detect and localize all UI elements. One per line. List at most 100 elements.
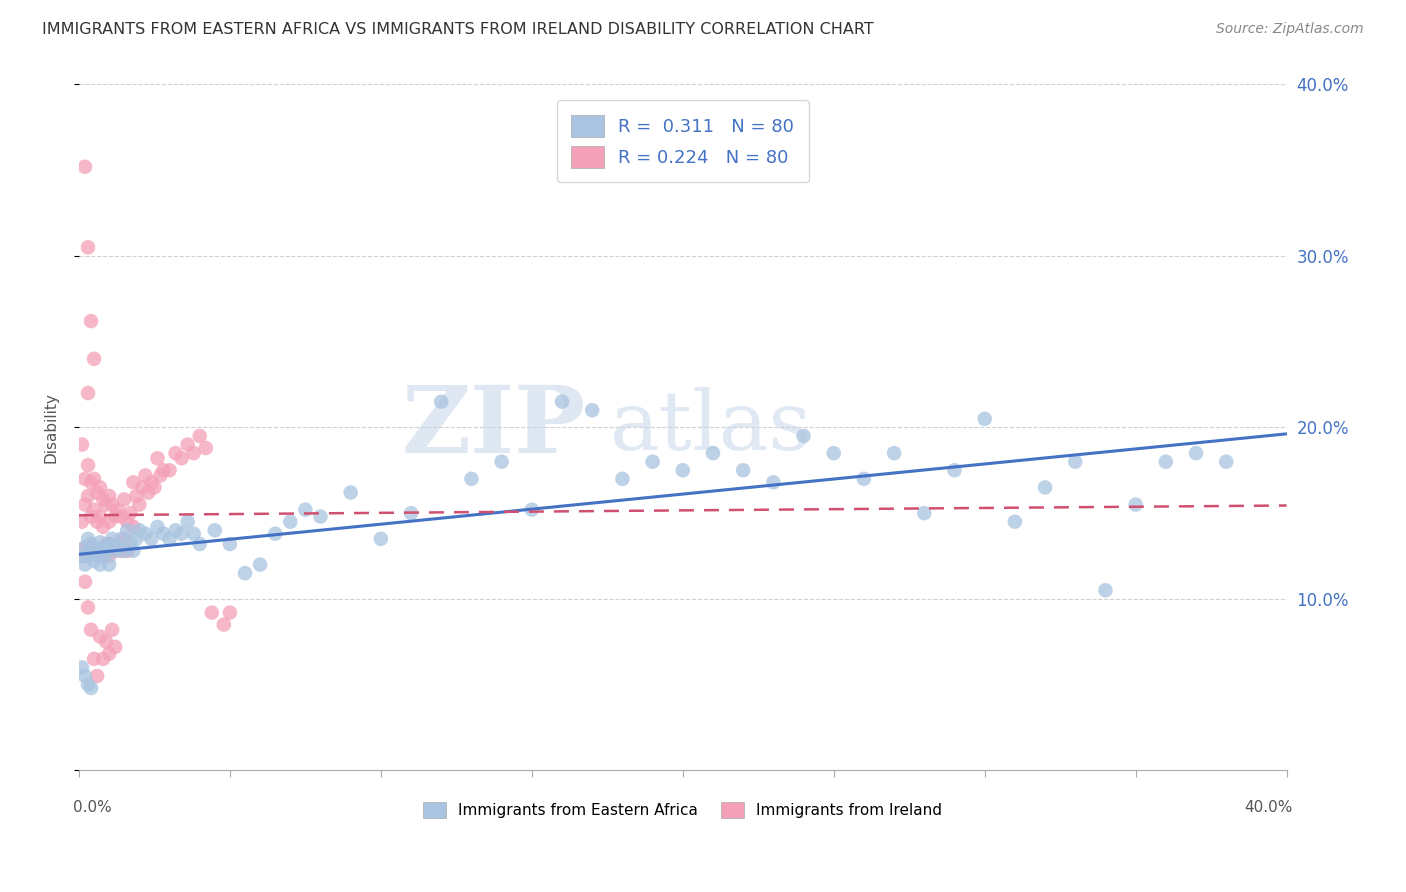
Point [89,558,111,572]
Point [399,506,422,520]
Point [152,463,174,477]
Point [1033,480,1056,494]
Point [1004,515,1026,529]
Point [83,544,105,558]
Point [128,523,150,537]
Point [70,549,93,563]
Point [125,489,148,503]
Legend: R =  0.311   N = 80, R = 0.224   N = 80: R = 0.311 N = 80, R = 0.224 N = 80 [557,100,808,182]
Point [73,541,96,555]
Point [430,394,453,409]
Point [80,623,103,637]
Point [89,630,111,644]
Point [122,544,145,558]
Point [73,498,96,512]
Point [149,468,172,483]
Point [86,544,108,558]
Point [152,526,174,541]
Point [104,544,127,558]
Point [125,532,148,546]
Point [101,498,124,512]
Point [83,541,105,555]
Point [73,574,96,589]
Point [912,506,935,520]
Point [98,549,121,563]
Point [89,544,111,558]
Point [73,160,96,174]
Point [80,544,103,558]
Point [110,544,132,558]
Text: ZIP: ZIP [402,383,586,473]
Point [80,509,103,524]
Point [86,485,108,500]
Point [117,515,139,529]
Point [86,549,108,563]
Point [612,472,634,486]
Point [1154,455,1177,469]
Point [83,652,105,666]
Point [641,455,664,469]
Point [762,475,785,490]
Point [309,509,332,524]
Point [219,537,242,551]
Point [120,535,142,549]
Point [80,681,103,695]
Point [120,506,142,520]
Point [141,532,163,546]
Point [83,502,105,516]
Text: 40.0%: 40.0% [1244,799,1292,814]
Point [170,451,193,466]
Point [973,412,995,426]
Point [94,544,117,558]
Point [91,549,114,563]
Point [101,537,124,551]
Point [91,549,114,563]
Point [98,489,121,503]
Point [91,652,114,666]
Point [165,523,187,537]
Point [104,509,127,524]
Point [77,549,100,563]
Point [80,475,103,490]
Point [98,537,121,551]
Point [188,429,211,443]
Point [823,446,845,460]
Point [80,314,103,328]
Text: Source: ZipAtlas.com: Source: ZipAtlas.com [1216,22,1364,37]
Point [77,458,100,472]
Point [551,394,574,409]
Point [73,472,96,486]
Point [110,532,132,546]
Point [1125,498,1147,512]
Point [264,526,287,541]
Point [141,475,163,490]
Point [370,532,392,546]
Point [134,468,156,483]
Point [112,544,135,558]
Point [672,463,695,477]
Point [1215,455,1237,469]
Point [98,515,121,529]
Point [80,537,103,551]
Point [159,463,181,477]
Point [86,544,108,558]
Point [1094,583,1116,598]
Point [122,520,145,534]
Text: 0.0%: 0.0% [73,799,111,814]
Point [107,541,129,555]
Point [117,523,139,537]
Point [219,606,242,620]
Point [107,502,129,516]
Point [98,558,121,572]
Point [83,472,105,486]
Point [733,463,755,477]
Point [117,544,139,558]
Text: atlas: atlas [610,387,813,467]
Point [294,502,316,516]
Point [73,558,96,572]
Point [194,441,217,455]
Point [943,463,966,477]
Point [104,544,127,558]
Point [101,623,124,637]
Point [86,515,108,529]
